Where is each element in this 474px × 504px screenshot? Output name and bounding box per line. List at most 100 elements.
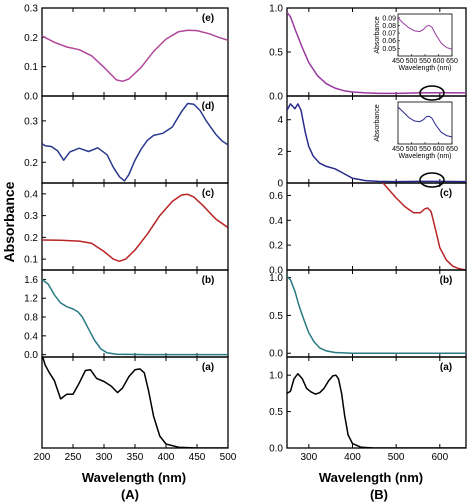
series-line bbox=[287, 275, 466, 354]
panel-A-d: 0.2 0.3 (d) bbox=[24, 95, 229, 184]
y-tick-label: 0.8 bbox=[24, 313, 38, 324]
y-tick-label: 0.2 bbox=[24, 33, 38, 44]
inset-x-tick-label: 650 bbox=[446, 58, 458, 65]
y-tick-label: 4 bbox=[277, 115, 283, 126]
inset-x-tick-label: 500 bbox=[406, 146, 418, 153]
inset-x-tick-label: 500 bbox=[406, 58, 418, 65]
y-tick-label: 0.0 bbox=[269, 92, 283, 103]
series-line bbox=[287, 372, 466, 448]
inset-y-tick-label: 0.05 bbox=[382, 46, 396, 53]
x-axis-label-right: Wavelength (nm) bbox=[319, 470, 423, 485]
panel-label: (e) bbox=[202, 13, 214, 24]
y-tick-label: 0.5 bbox=[269, 407, 283, 418]
y-tick-label: 0.4 bbox=[24, 331, 38, 342]
inset-x-tick-label: 550 bbox=[419, 58, 431, 65]
series-line bbox=[42, 193, 228, 263]
y-tick-label: 0.0 bbox=[269, 349, 283, 360]
x-tick-label: 500 bbox=[220, 452, 237, 463]
panel-A-e: 0.0 0.1 0.2 0.3 (e) bbox=[24, 4, 229, 103]
y-tick-label: 0.0 bbox=[24, 350, 38, 361]
inset-x-tick-label: 450 bbox=[392, 146, 404, 153]
inset-y-tick-label: 0.07 bbox=[382, 31, 396, 38]
y-tick-label: 0.1 bbox=[24, 255, 38, 266]
panel-B-e: 0.00.51.0(e)4505005506006500.050.060.070… bbox=[269, 4, 467, 103]
x-tick-label: 250 bbox=[65, 452, 82, 463]
y-tick-label: 2 bbox=[277, 147, 283, 158]
inset-frame bbox=[397, 13, 453, 57]
panel-label: (a) bbox=[440, 362, 452, 373]
plot-frame bbox=[41, 269, 229, 358]
caption-B: (B) bbox=[370, 487, 388, 502]
panel-label: (b) bbox=[202, 275, 215, 286]
y-tick-label: 0.5 bbox=[269, 48, 283, 59]
y-tick-label: 0.0 bbox=[269, 266, 283, 277]
series-line bbox=[42, 102, 228, 182]
panel-B-b: 0.0 0.5 1.0 (b) bbox=[269, 269, 467, 360]
y-tick-label: 0 bbox=[277, 179, 283, 190]
series-line bbox=[42, 29, 228, 83]
zoom-region-ellipse bbox=[419, 85, 445, 101]
x-tick-label: 500 bbox=[388, 452, 405, 463]
x-tick-label: 400 bbox=[344, 452, 361, 463]
inset-x-label: Wavelength (nm) bbox=[398, 65, 451, 72]
inset-x-tick-label: 600 bbox=[433, 146, 445, 153]
panel-label: (d) bbox=[202, 101, 215, 112]
y-tick-label: 0.1 bbox=[24, 62, 38, 73]
inset-x-tick-label: 450 bbox=[392, 58, 404, 65]
y-tick-label: 0.3 bbox=[24, 211, 38, 222]
x-tick-label: 300 bbox=[96, 452, 113, 463]
y-tick-label: 0.4 bbox=[24, 189, 38, 200]
y-tick-label: 0.2 bbox=[24, 233, 38, 244]
series-line bbox=[287, 103, 466, 183]
inset-series-line bbox=[397, 106, 453, 138]
caption-A: (A) bbox=[121, 487, 139, 502]
y-tick-label: 1.0 bbox=[269, 4, 283, 15]
inset-x-tick-label: 550 bbox=[419, 146, 431, 153]
y-tick-label: 1.0 bbox=[269, 371, 283, 382]
series-line bbox=[42, 357, 228, 448]
x-tick-label: 450 bbox=[189, 452, 206, 463]
x-tick-label: 600 bbox=[431, 452, 448, 463]
inset-y-tick-label: 0.08 bbox=[382, 23, 396, 30]
y-tick-label: 0.3 bbox=[24, 116, 38, 127]
panel-label: (b) bbox=[440, 275, 453, 286]
inset-x-tick-label: 600 bbox=[433, 58, 445, 65]
y-tick-label: 0.2 bbox=[24, 158, 38, 169]
panel-A-a: 200 250 300 350 400 450 500 (a) bbox=[34, 356, 237, 463]
y-tick-label: 0.5 bbox=[269, 311, 283, 322]
y-tick-label: 0.6 bbox=[269, 191, 283, 202]
inset-frame bbox=[397, 101, 453, 145]
inset-x-tick-label: 650 bbox=[446, 146, 458, 153]
x-axis-label-left: Wavelength (nm) bbox=[82, 470, 186, 485]
y-tick-label: 1.2 bbox=[24, 294, 38, 305]
y-tick-label: 0.4 bbox=[269, 216, 283, 227]
series-line bbox=[287, 11, 466, 95]
inset-x-label: Wavelength (nm) bbox=[398, 153, 451, 160]
inset-series-line bbox=[397, 17, 453, 50]
inset-y-label: Absorbance bbox=[374, 104, 381, 141]
y-tick-label: 0.0 bbox=[24, 92, 38, 103]
panel-A-c: 0.1 0.2 0.3 0.4 (c) bbox=[24, 182, 229, 271]
inset-y-tick-label: 0.09 bbox=[382, 15, 396, 22]
panel-label: (c) bbox=[440, 188, 452, 199]
plot-frame bbox=[41, 7, 229, 97]
panel-A-b: 0.0 0.4 0.8 1.2 1.6 (b) bbox=[24, 269, 229, 361]
inset-y-tick-label: 0.06 bbox=[382, 38, 396, 45]
plot-frame bbox=[41, 182, 229, 271]
inset-y-label: Absorbance bbox=[374, 16, 381, 53]
panels: 0.00.10.20.3(e)0.20.3(d)0.10.20.30.4 (c)0… bbox=[24, 4, 467, 463]
panel-B-c: 0.0 0.2 0.4 0.6 (c) bbox=[269, 182, 467, 277]
series-line bbox=[42, 278, 228, 356]
inset-chart: 450 500 550 600 650 0.050.060.070.080.09 Wavel… bbox=[374, 13, 458, 72]
panel-label: (a) bbox=[202, 362, 214, 373]
x-tick-label: 200 bbox=[34, 452, 51, 463]
y-tick-label: 0.0 bbox=[269, 444, 283, 455]
y-axis-label: Absorbance bbox=[1, 181, 17, 262]
x-tick-label: 300 bbox=[300, 452, 317, 463]
series-line bbox=[382, 183, 466, 270]
panel-label: (c) bbox=[202, 188, 214, 199]
x-tick-label: 350 bbox=[127, 452, 144, 463]
y-tick-label: 0.2 bbox=[269, 241, 283, 252]
